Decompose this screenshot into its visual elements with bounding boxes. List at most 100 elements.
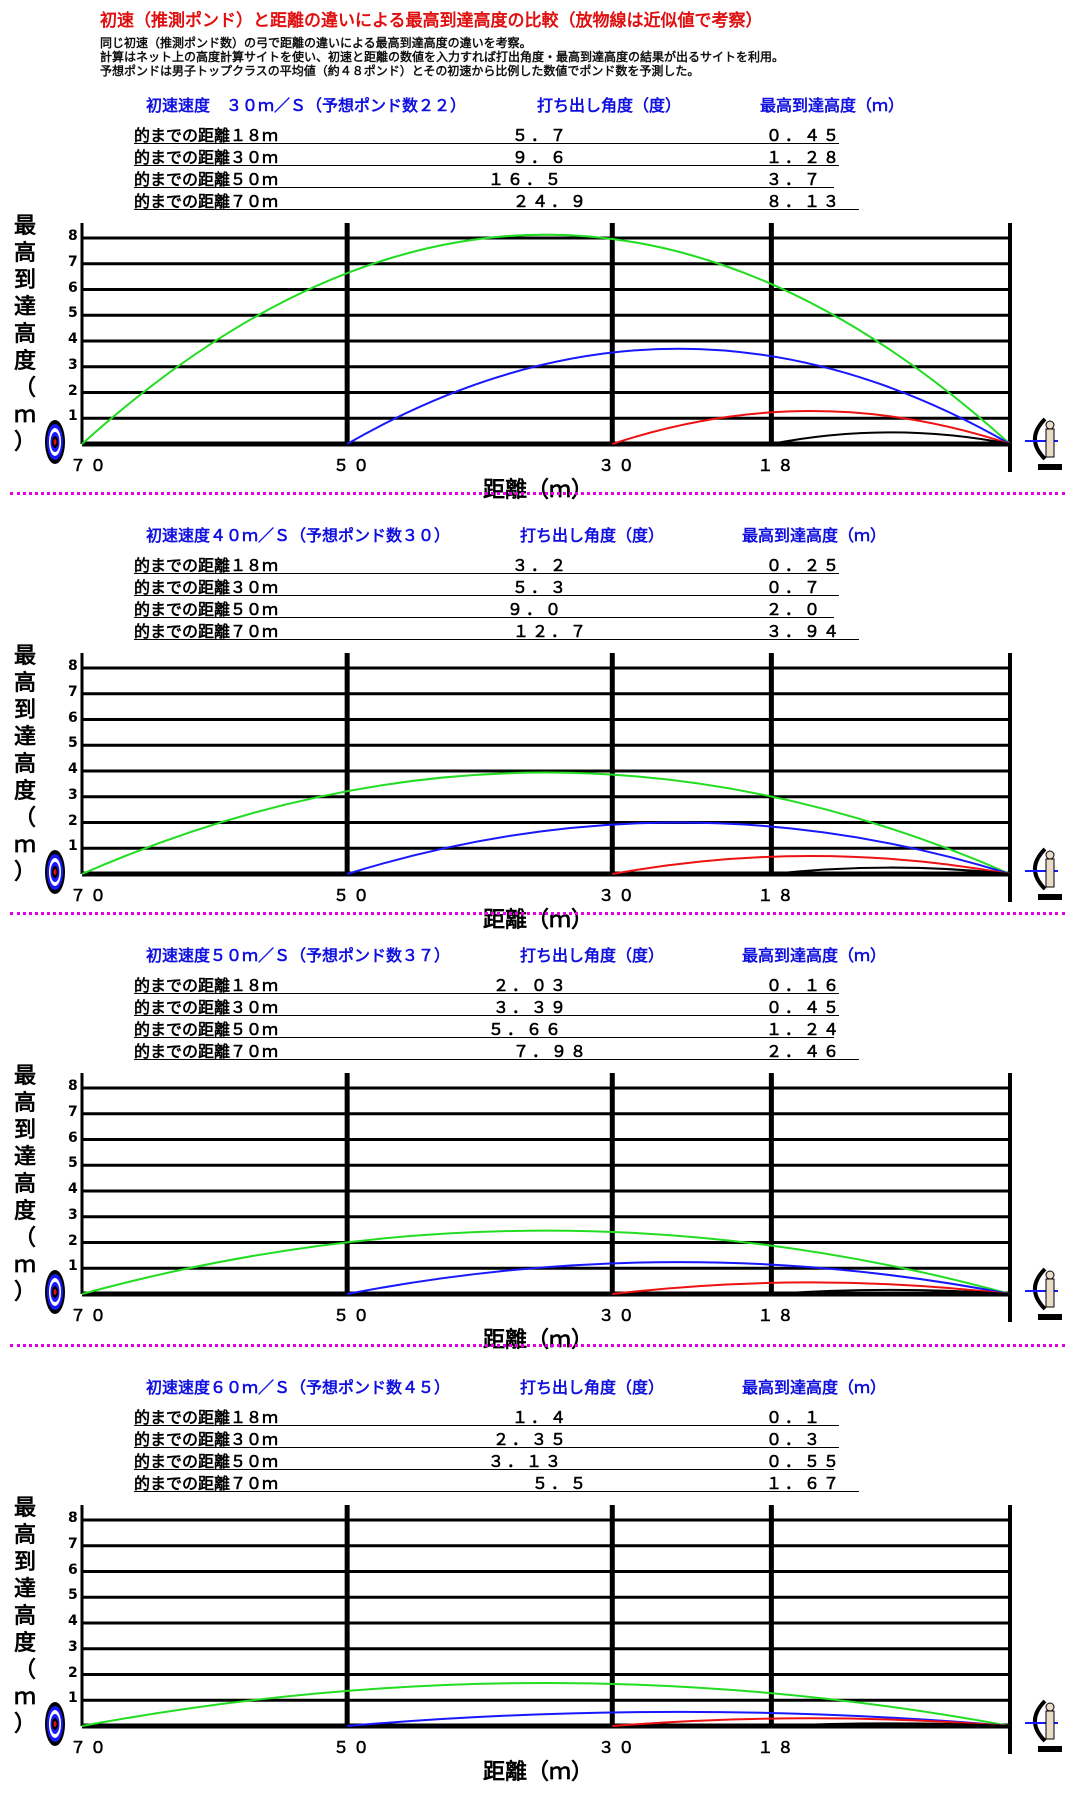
max-height-value: １．２４ (766, 1020, 843, 1039)
x-tick-label: １８ (757, 456, 798, 475)
target-icon (45, 1270, 65, 1314)
archer-icon (1025, 417, 1062, 470)
table-row: 的までの距離７０ｍ ５．５ １．６７ (134, 1470, 859, 1493)
max-height-value: １．２８ (766, 148, 843, 167)
archer-head (1045, 1270, 1055, 1280)
y-tick-label: 7 (68, 683, 78, 700)
table-row: 的までの距離５０ｍ ５．６６ １．２４ (134, 1016, 839, 1039)
table-row: 的までの距離１８ｍ ３．２ ０．２５ (134, 552, 839, 575)
y-tick-label: 5 (68, 735, 78, 752)
y-tick-label: 8 (68, 658, 78, 674)
table-row: 的までの距離３０ｍ ５．３ ０．７ (134, 574, 839, 597)
chart-panel: 初速速度５０ｍ／Ｓ（予想ポンド数３７） 打ち出し角度（度） 最高到達高度（ｍ） 的まで… (0, 930, 1070, 1360)
bow (1033, 1699, 1047, 1743)
max-height-value: ０．３ (766, 1430, 824, 1449)
max-height-value: ８．１３ (766, 192, 843, 211)
archer-head (1045, 1702, 1055, 1712)
trajectory-70m (81, 1682, 1011, 1727)
x-tick-label: １８ (757, 1306, 798, 1325)
y-axis-label-char: 高 (13, 1523, 36, 1548)
distance-label: 的までの距離７０ｍ (134, 622, 279, 641)
launch-angle-value: ２．３５ (492, 1430, 569, 1449)
trajectory-30m (612, 1281, 1011, 1295)
table-row: 的までの距離５０ｍ １６．５ ３．７ (134, 166, 834, 189)
y-axis-label-char: ｍ (13, 1685, 36, 1710)
y-axis-label-char: （ (13, 1658, 36, 1683)
y-tick-label: 4 (68, 761, 78, 777)
distance-label: 的までの距離５０ｍ (134, 170, 279, 189)
y-tick-label: 1 (68, 838, 78, 855)
y-axis-label-char: 最 (13, 644, 36, 669)
x-tick-label: ３０ (598, 1306, 639, 1325)
y-tick-label: 8 (68, 1078, 78, 1094)
distance-label: 的までの距離７０ｍ (134, 192, 279, 211)
x-tick-label: ３０ (598, 456, 639, 475)
launch-angle-value: ３．２ (511, 556, 569, 575)
max-height-value: １．６７ (766, 1474, 843, 1493)
trajectory-50m (346, 1261, 1011, 1295)
trajectory-70m (81, 233, 1011, 445)
description-line: 予想ポンドは男子トップクラスの平均値（約４８ポンド）とその初速から比例した数値で… (100, 64, 700, 78)
y-tick-label: 6 (68, 709, 78, 726)
y-axis-label-char: 到 (13, 1118, 36, 1143)
x-tick-label: ３０ (598, 886, 639, 905)
x-tick-label: ５０ (333, 1738, 374, 1757)
y-tick-label: 7 (68, 1103, 78, 1120)
max-height-value: ０．５５ (766, 1452, 843, 1471)
bow (1033, 1267, 1047, 1311)
x-tick-label: ３０ (598, 1738, 639, 1757)
x-tick-label: ５０ (333, 886, 374, 905)
table-row: 的までの距離１８ｍ １．４ ０．１ (134, 1404, 839, 1427)
launch-angle-value: １６．５ (487, 170, 564, 189)
max-height-value: ２．０ (766, 600, 824, 619)
distance-label: 的までの距離３０ｍ (134, 578, 279, 597)
bow (1033, 417, 1047, 461)
archer-body (1045, 428, 1055, 458)
target-ring (53, 1289, 57, 1295)
chart-panel: 初速速度６０ｍ／Ｓ（予想ポンド数４５） 打ち出し角度（度） 最高到達高度（ｍ） 的まで… (0, 1362, 1070, 1792)
description-line: 同じ初速（推測ポンド数）の弓で距離の違いによる最高到達高度の違いを考察。 (100, 36, 532, 50)
archer-stand (1038, 894, 1062, 900)
y-tick-label: 3 (68, 1638, 78, 1655)
y-tick-label: 2 (68, 1664, 78, 1681)
y-tick-label: 5 (68, 1155, 78, 1172)
distance-label: 的までの距離１８ｍ (134, 1408, 279, 1427)
distance-label: 的までの距離５０ｍ (134, 1020, 279, 1039)
archer-icon (1025, 1699, 1062, 1752)
chart-panel: 初速速度４０ｍ／Ｓ（予想ポンド数３０） 打ち出し角度（度） 最高到達高度（ｍ） 的まで… (0, 510, 1070, 940)
page-title: 初速（推測ポンド）と距離の違いによる最高到達高度の比較（放物線は近似値で考察） (100, 11, 763, 31)
chart-panel: 初速速度 ３０ｍ／Ｓ（予想ポンド数２２） 打ち出し角度（度） 最高到達高度（ｍ） 的ま… (0, 80, 1070, 510)
distance-label: 的までの距離５０ｍ (134, 1452, 279, 1471)
y-axis-label-char: 高 (13, 1172, 36, 1197)
max-height-value: ０．７ (766, 578, 824, 597)
archer-head (1045, 850, 1055, 860)
y-axis-label-char: 到 (13, 268, 36, 293)
max-height-value: ０．４５ (766, 998, 843, 1017)
y-tick-label: 7 (68, 253, 78, 270)
angle-column-header: 打ち出し角度（度） (520, 946, 665, 965)
y-axis-label-char: 最 (13, 1496, 36, 1521)
table-row: 的までの距離７０ｍ １２．７ ３．９４ (134, 618, 859, 641)
launch-angle-value: １２．７ (512, 622, 589, 641)
trajectory-chart (45, 223, 1062, 472)
y-tick-label: 2 (68, 812, 78, 829)
y-axis-label-char: 達 (13, 725, 36, 750)
launch-angle-value: ５．７ (511, 126, 569, 145)
x-tick-label: ７０ (70, 1306, 111, 1325)
dotted-separator (10, 912, 1065, 915)
dotted-separator (10, 492, 1065, 495)
y-tick-label: 2 (68, 382, 78, 399)
y-axis-label-char: ｍ (13, 1253, 36, 1278)
distance-label: 的までの距離５０ｍ (134, 600, 279, 619)
launch-angle-value: ５．６６ (487, 1020, 564, 1039)
y-axis-label-char: 達 (13, 1577, 36, 1602)
max-height-value: ０．１ (766, 1408, 824, 1427)
y-tick-label: 4 (68, 1613, 78, 1629)
archer-stand (1038, 464, 1062, 470)
table-row: 的までの距離１８ｍ ２．０３ ０．１６ (134, 972, 839, 995)
y-tick-label: 6 (68, 1561, 78, 1578)
launch-angle-value: ５．５ (531, 1474, 589, 1493)
y-tick-label: 6 (68, 1129, 78, 1146)
y-axis-label-char: 度 (13, 349, 36, 374)
y-tick-label: 1 (68, 1258, 78, 1275)
